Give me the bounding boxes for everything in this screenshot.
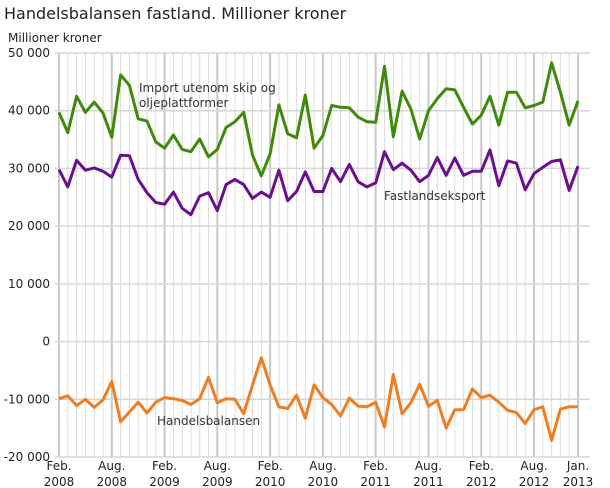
x-tick-label-year: 2008 — [44, 475, 75, 488]
y-tick-label: -10 000 — [4, 392, 50, 406]
x-tick-label-year: 2010 — [255, 475, 286, 488]
x-tick-label-year: 2010 — [308, 475, 339, 488]
x-tick-label-month: Jan. — [566, 459, 589, 473]
x-tick-label-month: Aug. — [98, 459, 125, 473]
x-tick-label-year: 2011 — [360, 475, 391, 488]
y-tick-label: 30 000 — [8, 161, 50, 175]
x-tick-label-month: Aug. — [520, 459, 547, 473]
x-tick-label-year: 2009 — [202, 475, 233, 488]
x-tick-label-month: Feb. — [258, 459, 283, 473]
x-tick-label-month: Feb. — [469, 459, 494, 473]
x-tick-label-year: 2008 — [97, 475, 128, 488]
series-label: Fastlandseksport — [384, 189, 486, 203]
x-tick-label-month: Feb. — [363, 459, 388, 473]
y-tick-label: 20 000 — [8, 219, 50, 233]
x-tick-label-month: Feb. — [152, 459, 177, 473]
y-tick-label: 50 000 — [8, 46, 50, 60]
series-label: Import utenom skip og — [139, 81, 276, 95]
x-tick-label-month: Feb. — [46, 459, 71, 473]
series-label: oljeplattformer — [139, 96, 228, 110]
x-tick-label-year: 2011 — [413, 475, 444, 488]
y-axis-ticks: 50 000 40 000 30 000 20 000 10 000 0 -10 000 -2… — [4, 46, 50, 464]
x-tick-label-year: 2012 — [519, 475, 550, 488]
x-tick-label-month: Aug. — [204, 459, 231, 473]
series-line-1 — [57, 148, 580, 217]
x-axis-ticks: Feb. 2008 Aug. 2008 Feb. 2009 Aug. 2009 Feb. 2010… — [44, 459, 594, 488]
x-tick-label-year: 2009 — [149, 475, 180, 488]
series-line-0 — [57, 61, 580, 178]
x-tick-label-year: 2013 — [563, 475, 594, 488]
y-tick-label: 0 — [42, 335, 50, 349]
series-label: Handelsbalansen — [157, 414, 260, 428]
x-tick-label-month: Aug. — [415, 459, 442, 473]
series-line-2 — [58, 356, 578, 442]
y-axis-label: Millioner kroner — [8, 31, 102, 45]
x-tick-label-month: Aug. — [309, 459, 336, 473]
series-lines — [57, 61, 580, 442]
y-tick-label: -20 000 — [4, 450, 50, 464]
x-tick-label-year: 2012 — [466, 475, 497, 488]
chart-title: Handelsbalansen fastland. Millioner kron… — [4, 4, 347, 23]
y-tick-label: 10 000 — [8, 277, 50, 291]
y-tick-label: 40 000 — [8, 104, 50, 118]
